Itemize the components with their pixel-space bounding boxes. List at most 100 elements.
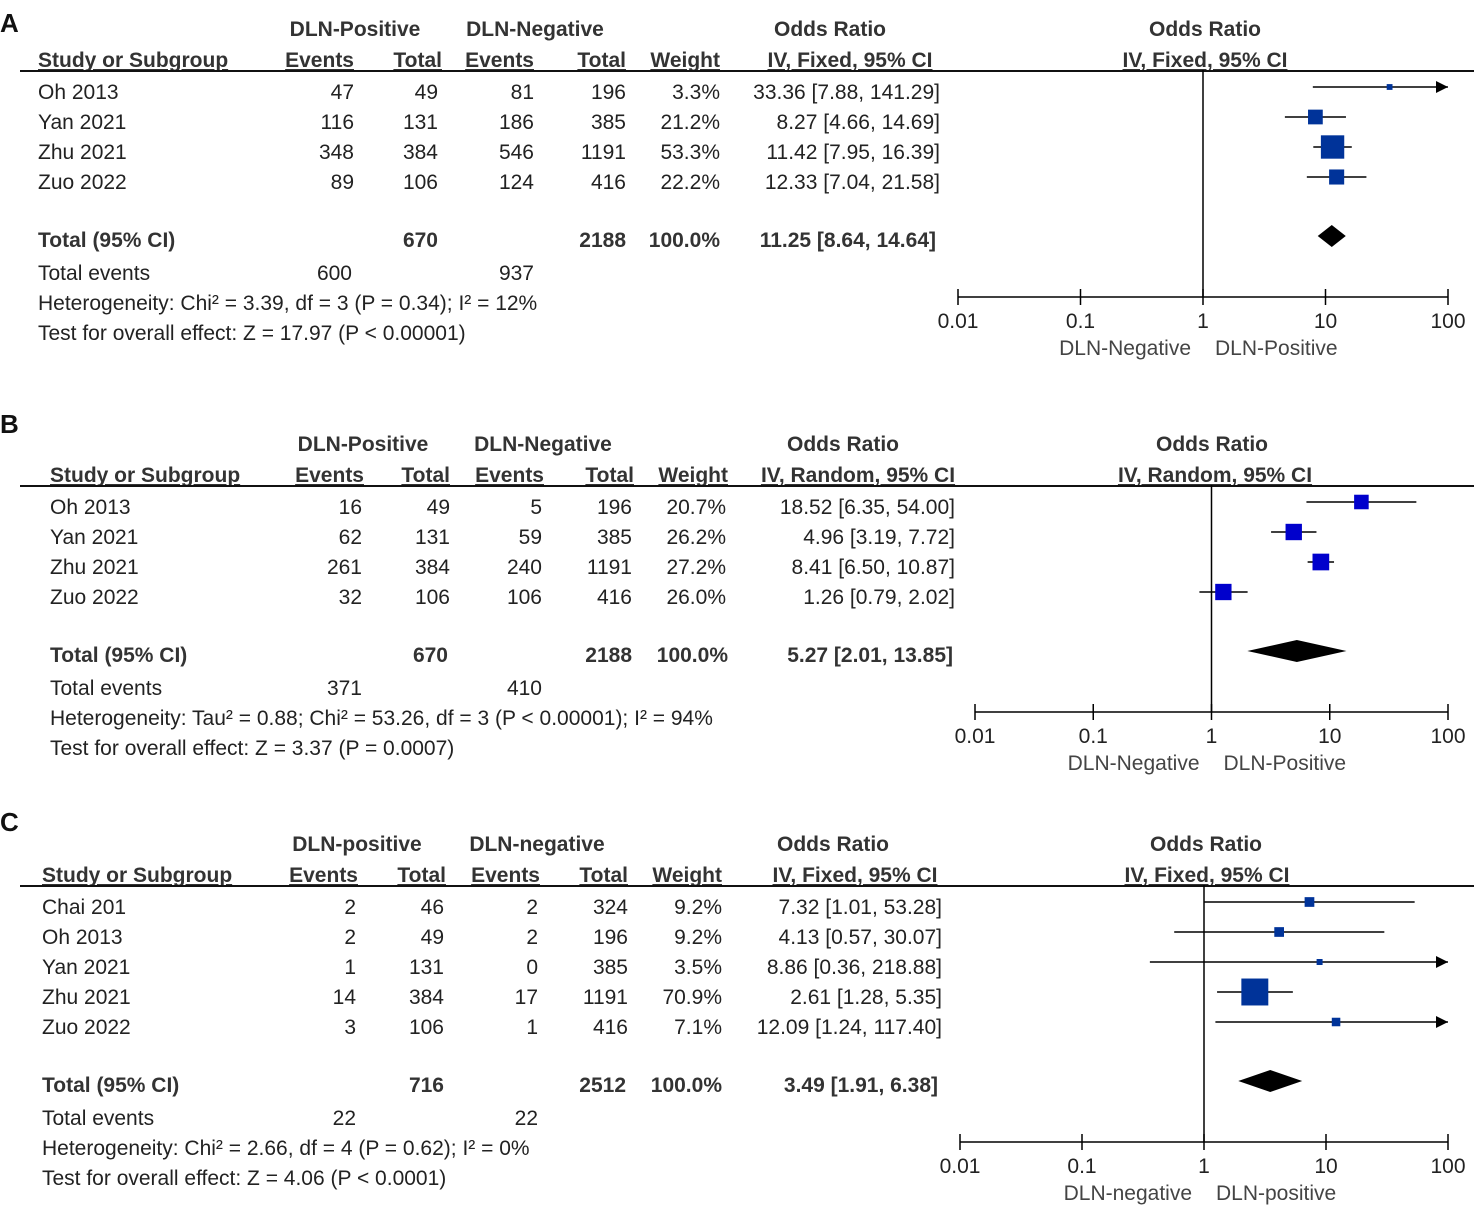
- plot-method: IV, Fixed, 95% CI: [1122, 49, 1288, 72]
- overall-effect: Test for overall effect: Z = 17.97 (P < …: [38, 322, 466, 345]
- weight: 3.3%: [672, 81, 720, 104]
- total1: 384: [414, 556, 450, 579]
- events1-col-header: Events: [289, 864, 358, 887]
- ci-text: 33.36 [7.88, 141.29]: [753, 81, 940, 104]
- total2-sum: 2188: [585, 644, 632, 667]
- study-name: Oh 2013: [42, 926, 123, 949]
- forest-panel-c: C DLN-positive DLN-negative Odds Ratio O…: [0, 807, 1474, 1215]
- pooled-diamond: [1238, 1070, 1303, 1092]
- group2-header: DLN-Negative: [466, 18, 604, 41]
- study-marker: [1308, 109, 1323, 125]
- ci-overflow-arrow: [1436, 956, 1448, 968]
- total-label: Total (95% CI): [42, 1074, 180, 1097]
- weight: 9.2%: [674, 896, 722, 919]
- panel-letter: C: [0, 807, 19, 837]
- events2: 17: [514, 986, 538, 1009]
- events1: 32: [338, 586, 362, 609]
- events1: 2: [344, 896, 356, 919]
- weight: 26.2%: [666, 526, 726, 549]
- ci-text: 11.42 [7.95, 16.39]: [766, 141, 940, 164]
- events2-sum: 22: [514, 1107, 538, 1130]
- weight: 26.0%: [666, 586, 726, 609]
- study-marker: [1386, 84, 1393, 90]
- heterogeneity: Heterogeneity: Tau² = 0.88; Chi² = 53.26…: [50, 707, 713, 730]
- total1-sum: 670: [402, 229, 438, 252]
- total2: 196: [590, 81, 626, 104]
- x-tick-label: 0.01: [955, 725, 996, 748]
- events2-col-header: Events: [475, 464, 544, 487]
- weight: 7.1%: [674, 1016, 722, 1039]
- x-tick-label: 100: [1430, 1155, 1465, 1178]
- total1-col-header: Total: [397, 864, 446, 887]
- weight: 22.2%: [660, 171, 720, 194]
- total1-col-header: Total: [401, 464, 450, 487]
- ci-text: 1.26 [0.79, 2.02]: [803, 586, 955, 609]
- study-name: Oh 2013: [50, 496, 131, 519]
- x-tick-label: 0.1: [1066, 310, 1095, 333]
- heterogeneity: Heterogeneity: Chi² = 2.66, df = 4 (P = …: [42, 1137, 530, 1160]
- ci-text: 8.41 [6.50, 10.87]: [791, 556, 955, 579]
- total2: 416: [596, 586, 632, 609]
- favours-left-label: DLN-Negative: [1068, 752, 1200, 775]
- ci-text: 12.09 [1.24, 117.40]: [756, 1016, 942, 1039]
- events1: 16: [338, 496, 362, 519]
- ci-overflow-arrow: [1436, 1016, 1448, 1028]
- weight-col-header: Weight: [650, 49, 720, 72]
- total-weight: 100.0%: [648, 229, 720, 252]
- total1: 384: [408, 986, 444, 1009]
- study-col-header: Study or Subgroup: [42, 864, 233, 887]
- study-name: Zhu 2021: [42, 986, 131, 1009]
- method-col-header: IV, Random, 95% CI: [760, 464, 956, 487]
- x-tick-label: 0.1: [1079, 725, 1108, 748]
- forest-plot: 0.01 0.1 1 10 100 DLN-negative DLN-positive: [940, 885, 1466, 1205]
- events2: 1: [526, 1016, 538, 1039]
- total-ci-text: 11.25 [8.64, 14.64]: [759, 229, 936, 252]
- study-marker: [1331, 1017, 1341, 1027]
- events1: 47: [330, 81, 354, 104]
- header-rule: [20, 70, 1474, 72]
- panel-letter: B: [0, 409, 19, 439]
- x-tick-label: 1: [1197, 310, 1209, 333]
- events1-sum: 600: [316, 262, 352, 285]
- total1: 106: [414, 586, 450, 609]
- study-marker: [1285, 523, 1302, 541]
- total2: 324: [592, 896, 628, 919]
- weight: 21.2%: [660, 111, 720, 134]
- ci-text: 12.33 [7.04, 21.58]: [764, 171, 940, 194]
- study-col-header: Study or Subgroup: [38, 49, 229, 72]
- events-label: Total events: [38, 262, 151, 285]
- weight-col-header: Weight: [658, 464, 728, 487]
- total2-col-header: Total: [585, 464, 634, 487]
- weight: 70.9%: [662, 986, 722, 1009]
- study-marker: [1304, 897, 1315, 907]
- study-name: Oh 2013: [38, 81, 119, 104]
- total1: 131: [408, 956, 444, 979]
- x-tick-label: 0.1: [1067, 1155, 1096, 1178]
- study-marker: [1316, 959, 1323, 965]
- study-name: Chai 201: [42, 896, 127, 919]
- ci-overflow-arrow: [1436, 81, 1448, 93]
- group1-header: DLN-positive: [292, 833, 422, 856]
- total2: 416: [592, 1016, 628, 1039]
- total1-sum: 716: [408, 1074, 444, 1097]
- favours-left-label: DLN-Negative: [1059, 337, 1191, 360]
- study-marker: [1312, 553, 1330, 571]
- total2-col-header: Total: [579, 864, 628, 887]
- study-name: Zuo 2022: [50, 586, 139, 609]
- total1: 49: [414, 81, 438, 104]
- events-label: Total events: [42, 1107, 155, 1130]
- total-weight: 100.0%: [656, 644, 728, 667]
- favours-right-label: DLN-Positive: [1215, 337, 1338, 360]
- total1: 49: [426, 496, 450, 519]
- ci-text: 4.13 [0.57, 30.07]: [778, 926, 942, 949]
- ci-text: 18.52 [6.35, 54.00]: [779, 496, 955, 519]
- favours-right-label: DLN-Positive: [1224, 752, 1347, 775]
- events1: 89: [330, 171, 354, 194]
- ci-text: 7.32 [1.01, 53.28]: [778, 896, 942, 919]
- study-marker: [1241, 978, 1269, 1006]
- x-tick-label: 0.01: [940, 1155, 981, 1178]
- events1: 116: [320, 111, 354, 134]
- total1-sum: 670: [412, 644, 448, 667]
- x-tick-label: 10: [1314, 310, 1337, 333]
- forest-plot: 0.01 0.1 1 10 100 DLN-Negative DLN-Positive: [938, 70, 1466, 360]
